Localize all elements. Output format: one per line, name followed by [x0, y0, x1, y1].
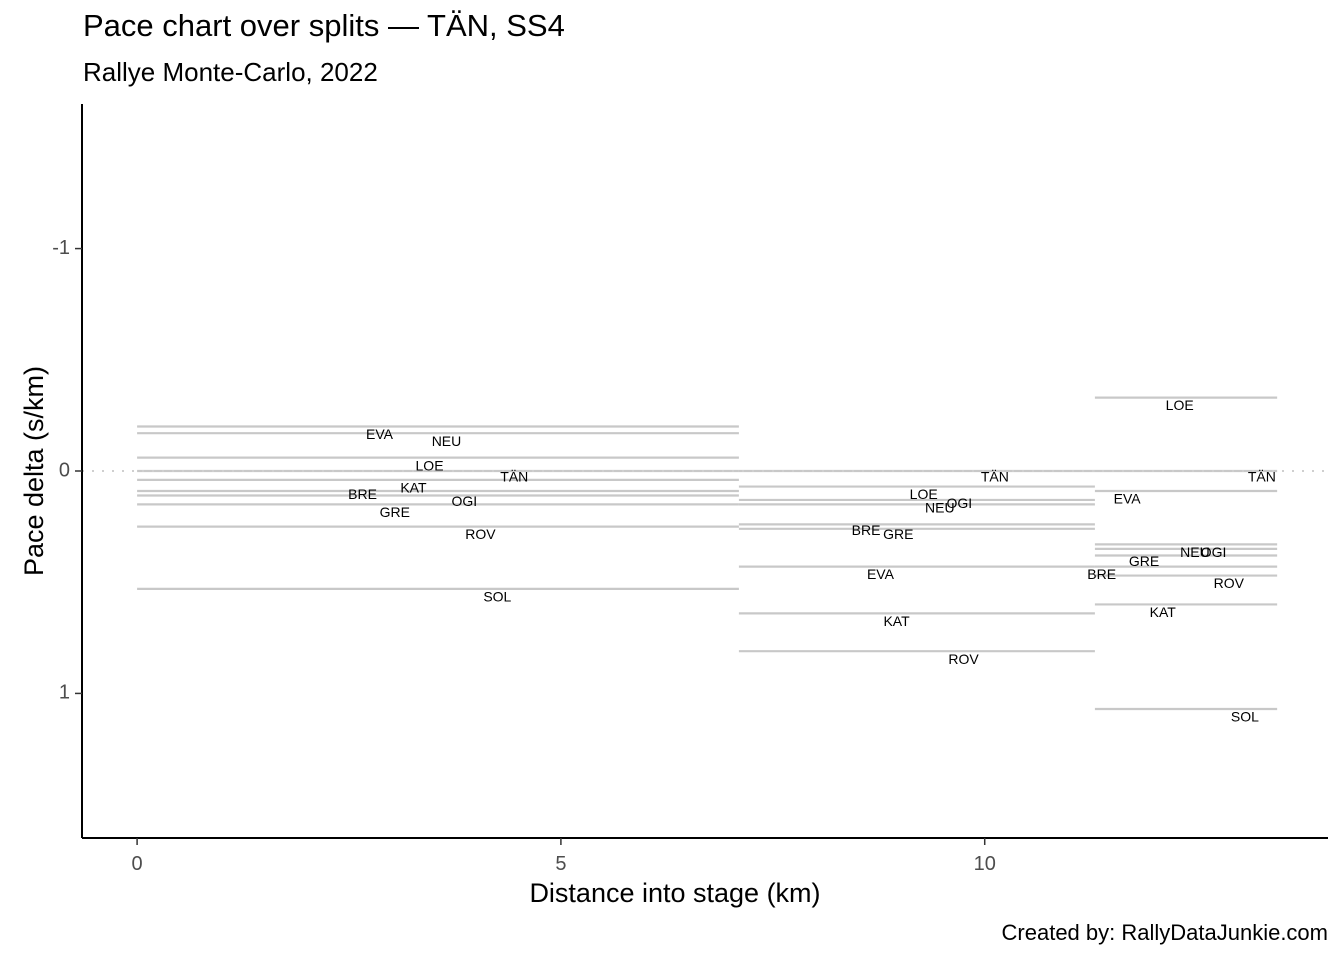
label-split1-loe: LOE	[416, 457, 444, 473]
x-tick-label-10: 10	[974, 853, 996, 875]
chart-caption: Created by: RallyDataJunkie.com	[1001, 920, 1328, 945]
label-split3-eva: EVA	[1114, 491, 1142, 507]
label-split1-gre: GRE	[380, 504, 410, 520]
label-split1-kat: KAT	[400, 479, 427, 495]
label-split1-ogi: OGI	[451, 493, 477, 509]
pace-segments	[137, 396, 1278, 711]
label-split1-tn: TÄN	[500, 468, 528, 484]
label-split2-rov: ROV	[948, 651, 979, 667]
y-axis-ticks: -1 0 1	[52, 237, 82, 704]
label-split2-bre: BRE	[852, 522, 881, 538]
x-axis-ticks: 0 5 10	[132, 838, 996, 875]
label-split2-tn: TÄN	[981, 468, 1009, 484]
label-split3-sol: SOL	[1231, 709, 1259, 725]
label-split3-tn: TÄN	[1248, 468, 1276, 484]
label-split1-bre: BRE	[348, 486, 377, 502]
label-split3-ogi: OGI	[1201, 544, 1227, 560]
label-split3-loe: LOE	[1166, 397, 1194, 413]
label-split1-neu: NEU	[432, 433, 462, 449]
y-tick-label--1: -1	[52, 237, 70, 259]
chart-subtitle: Rallye Monte-Carlo, 2022	[83, 57, 378, 87]
chart-title: Pace chart over splits — TÄN, SS4	[83, 8, 565, 43]
x-axis-title: Distance into stage (km)	[529, 878, 820, 908]
label-split2-loe: LOE	[910, 486, 938, 502]
y-axis-title: Pace delta (s/km)	[19, 366, 49, 576]
x-tick-label-0: 0	[132, 853, 143, 875]
label-split1-sol: SOL	[483, 588, 511, 604]
label-split3-bre: BRE	[1087, 566, 1116, 582]
x-tick-label-5: 5	[555, 853, 566, 875]
label-split3-neu: NEU	[1180, 544, 1210, 560]
label-split3-rov: ROV	[1214, 575, 1245, 591]
label-split1-rov: ROV	[465, 526, 496, 542]
label-split1-eva: EVA	[366, 426, 394, 442]
label-split2-eva: EVA	[867, 566, 895, 582]
y-tick-label-1: 1	[59, 682, 70, 704]
label-split2-ogi: OGI	[946, 495, 972, 511]
label-split2-kat: KAT	[883, 613, 910, 629]
label-split3-gre: GRE	[1129, 553, 1159, 569]
y-tick-label-0: 0	[59, 459, 70, 481]
label-split2-neu: NEU	[925, 500, 955, 516]
label-split3-kat: KAT	[1150, 604, 1177, 620]
label-split2-gre: GRE	[883, 526, 913, 542]
